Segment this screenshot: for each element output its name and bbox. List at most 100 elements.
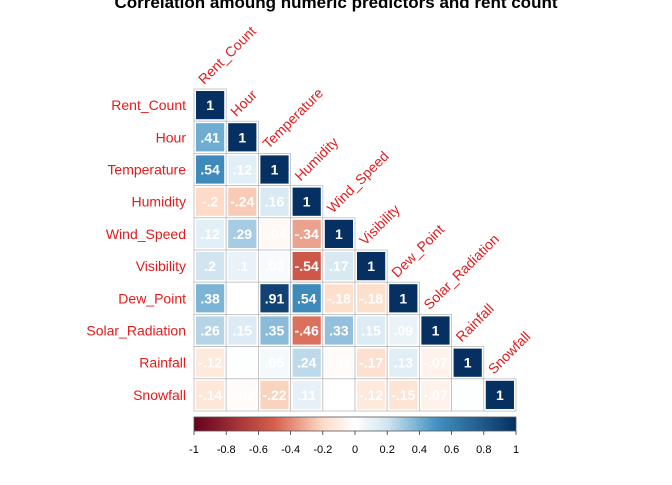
cell-fill: [196, 91, 225, 120]
colorbar-tick-label: -0.2: [313, 444, 332, 456]
cell-fill: [196, 252, 225, 281]
matrix-cell: 1: [193, 88, 227, 122]
colorbar: -1 -0.8 -0.6 -0.4 -0.2 0 0.2 0.4 0.6 0.8 1: [189, 416, 519, 456]
matrix-cell: -.07: [418, 346, 452, 380]
matrix-cell: .11: [290, 378, 324, 412]
cell-value-label: .15: [233, 323, 253, 339]
cell-fill: [292, 316, 321, 345]
row-label: Solar_Radiation: [86, 323, 186, 339]
cell-value-label: .16: [265, 194, 285, 210]
diagonal-label: Dew_Point: [388, 221, 447, 280]
cell-fill: [260, 155, 289, 184]
matrix-cell: .41: [193, 120, 227, 154]
colorbar-tick-label: -0.8: [217, 444, 236, 456]
cell-fill: [260, 348, 289, 377]
cell-value-label: -.14: [198, 387, 222, 403]
matrix-cell: .26: [193, 313, 227, 347]
cell-value-label: 1: [335, 226, 343, 242]
row-label: Wind_Speed: [106, 226, 186, 242]
cell-value-label: -.24: [230, 194, 254, 210]
matrix-cell: -.12: [354, 378, 388, 412]
matrix-cell: 1: [451, 346, 485, 380]
cell-value-label: .33: [329, 323, 349, 339]
matrix-cell: -.04: [257, 217, 291, 251]
cell-value-label: -.22: [262, 387, 286, 403]
cell-value-label: .13: [394, 355, 414, 371]
cell-value-label: -.34: [295, 226, 319, 242]
cell-fill: [357, 316, 386, 345]
cell-fill: [292, 187, 321, 216]
matrix-cell: .01: [225, 346, 259, 380]
matrix-cell: -.24: [225, 185, 259, 219]
cell-fill: [260, 252, 289, 281]
cell-value-label: -.54: [295, 258, 319, 274]
row-label: Humidity: [132, 194, 186, 210]
matrix-cell: -.14: [193, 378, 227, 412]
cell-value-label: -.07: [423, 387, 447, 403]
matrix-cell: .17: [322, 249, 356, 283]
cell-fill: [292, 348, 321, 377]
cell-fill: [453, 380, 482, 409]
matrix-cell: .15: [225, 313, 259, 347]
matrix-cell: .16: [257, 185, 291, 219]
cell-fill: [228, 252, 257, 281]
row-label: Dew_Point: [118, 290, 186, 306]
cell-value-label: .12: [200, 226, 220, 242]
row-label: Visibility: [136, 258, 186, 274]
cell-fill: [389, 348, 418, 377]
row-label: Temperature: [107, 162, 186, 178]
cell-value-label: -.2: [202, 194, 219, 210]
cell-value-label: .11: [297, 387, 316, 403]
cell-value-label: -.18: [359, 290, 383, 306]
matrix-cell: -.07: [418, 378, 452, 412]
matrix-cell: -.02: [322, 346, 356, 380]
cell-fill: [324, 219, 353, 248]
matrix-cell: -.18: [322, 281, 356, 315]
cell-fill: [292, 284, 321, 313]
matrix-cell: -.54: [290, 249, 324, 283]
cell-value-label: 1: [496, 387, 504, 403]
matrix-cell: 1: [322, 217, 356, 251]
cell-fill: [453, 348, 482, 377]
cell-value-label: -.46: [295, 323, 319, 339]
diagonal-label: Wind_Speed: [324, 148, 392, 216]
cell-value-label: .2: [204, 258, 216, 274]
cell-fill: [292, 252, 321, 281]
cell-fill: [421, 316, 450, 345]
matrix-cell: .1: [225, 249, 259, 283]
cell-value-label: .01: [233, 355, 253, 371]
cell-fill: [228, 219, 257, 248]
cell-value-label: 1: [206, 97, 214, 113]
cell-fill: [228, 187, 257, 216]
matrix-cell: -.17: [354, 346, 388, 380]
matrix-cell: .12: [193, 217, 227, 251]
cell-fill: [324, 380, 353, 409]
matrix-cell: 1: [290, 185, 324, 219]
colorbar-tick-label: 1: [513, 444, 519, 456]
cell-fill: [292, 219, 321, 248]
matrix-cell: .13: [386, 346, 420, 380]
colorbar-gradient: [193, 416, 517, 432]
diagonal-label: Visibility: [356, 201, 403, 248]
matrix-cell: .12: [225, 152, 259, 186]
cell-fill: [228, 380, 257, 409]
colorbar-tick-label: -1: [189, 444, 199, 456]
cell-value-label: .05: [265, 355, 285, 371]
cell-fill: [485, 380, 514, 409]
cell-value-label: -.12: [198, 355, 222, 371]
cell-value-label: -.02: [327, 355, 351, 371]
matrix-cell: .54: [193, 152, 227, 186]
cell-fill: [357, 380, 386, 409]
colorbar-tick-label: -0.4: [281, 444, 300, 456]
matrix-cell: 1: [386, 281, 420, 315]
cell-value-label: -.04: [262, 226, 286, 242]
cell-fill: [228, 155, 257, 184]
cell-fill: [324, 284, 353, 313]
matrix-cell: 1: [257, 152, 291, 186]
cell-fill: [324, 348, 353, 377]
cell-value-label: 0: [238, 290, 246, 306]
matrix-cell: .03: [257, 249, 291, 283]
cell-value-label: .24: [297, 355, 317, 371]
matrix-cell: -.46: [290, 313, 324, 347]
